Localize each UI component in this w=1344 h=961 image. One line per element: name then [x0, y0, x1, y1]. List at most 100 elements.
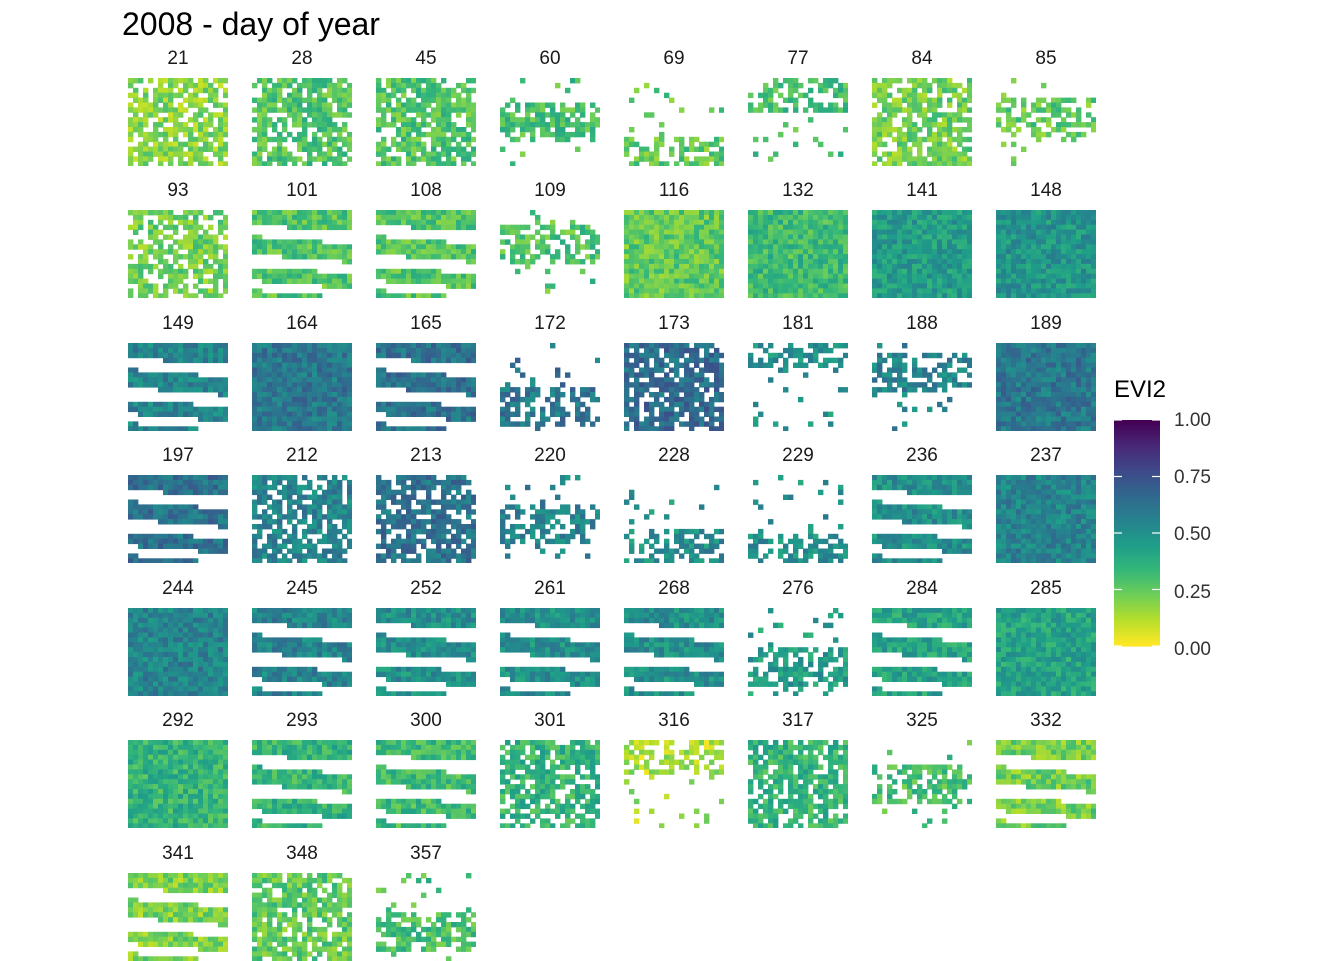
raster-cell — [426, 274, 431, 279]
raster-cell — [520, 225, 525, 230]
raster-cell — [669, 239, 674, 244]
raster-cell — [461, 387, 466, 392]
raster-cell — [957, 152, 962, 157]
raster-cell — [416, 426, 421, 431]
raster-cell — [163, 147, 168, 152]
raster-cell — [203, 382, 208, 387]
raster-cell — [421, 220, 426, 225]
raster-cell — [342, 382, 347, 387]
raster-cell — [1056, 239, 1061, 244]
raster-cell — [803, 239, 808, 244]
raster-cell — [401, 103, 406, 108]
raster-cell — [426, 215, 431, 220]
raster-cell — [813, 293, 818, 298]
raster-cell — [758, 249, 763, 254]
raster-cell — [684, 387, 689, 392]
raster-cell — [406, 274, 411, 279]
raster-cell — [748, 288, 753, 293]
raster-cell — [1066, 288, 1071, 293]
raster-cell — [451, 215, 456, 220]
raster-cell — [317, 372, 322, 377]
raster-cell — [659, 137, 664, 142]
raster-cell — [441, 147, 446, 152]
raster-cell — [937, 249, 942, 254]
raster-cell — [451, 348, 456, 353]
raster-cell — [714, 288, 719, 293]
raster-cell — [803, 230, 808, 235]
raster-cell — [962, 220, 967, 225]
raster-cell — [942, 293, 947, 298]
raster-cell — [282, 156, 287, 161]
raster-cell — [466, 122, 471, 127]
raster-cell — [1091, 235, 1096, 240]
raster-cell — [590, 137, 595, 142]
raster-cell — [629, 274, 634, 279]
raster-cell — [347, 353, 352, 358]
raster-cell — [813, 274, 818, 279]
raster-cell — [624, 137, 629, 142]
raster-cell — [927, 215, 932, 220]
raster-cell — [317, 88, 322, 93]
raster-cell — [967, 78, 972, 83]
raster-cell — [679, 137, 684, 142]
raster-cell — [833, 88, 838, 93]
raster-cell — [649, 372, 654, 377]
raster-cell — [550, 402, 555, 407]
raster-cell — [1026, 284, 1031, 289]
raster-cell — [679, 382, 684, 387]
raster-cell — [932, 78, 937, 83]
raster-cell — [451, 156, 456, 161]
raster-cell — [223, 353, 228, 358]
raster-cell — [833, 225, 838, 230]
raster-cell — [669, 407, 674, 412]
raster-cell — [1026, 269, 1031, 274]
raster-cell — [158, 249, 163, 254]
raster-cell — [401, 93, 406, 98]
raster-cell — [1031, 127, 1036, 132]
raster-cell — [401, 249, 406, 254]
raster-cell — [347, 363, 352, 368]
raster-cell — [719, 210, 724, 215]
raster-cell — [416, 274, 421, 279]
raster-cell — [163, 152, 168, 157]
raster-cell — [267, 348, 272, 353]
raster-cell — [153, 230, 158, 235]
raster-cell — [1006, 117, 1011, 122]
raster-cell — [659, 407, 664, 412]
raster-cell — [223, 220, 228, 225]
raster-cell — [1041, 83, 1046, 88]
raster-cell — [282, 78, 287, 83]
facet-strip-label: 164 — [252, 311, 352, 337]
raster-cell — [515, 239, 520, 244]
raster-cell — [957, 225, 962, 230]
raster-cell — [659, 402, 664, 407]
raster-cell — [624, 368, 629, 373]
raster-cell — [748, 284, 753, 289]
raster-cell — [753, 259, 758, 264]
raster-cell — [639, 225, 644, 230]
raster-cell — [1076, 132, 1081, 137]
raster-cell — [634, 363, 639, 368]
raster-cell — [317, 137, 322, 142]
evi2-raster-tile — [500, 78, 600, 166]
raster-cell — [967, 274, 972, 279]
raster-cell — [838, 264, 843, 269]
raster-cell — [565, 137, 570, 142]
raster-cell — [252, 220, 257, 225]
raster-cell — [198, 78, 203, 83]
raster-cell — [188, 259, 193, 264]
raster-cell — [262, 343, 267, 348]
raster-cell — [193, 412, 198, 417]
raster-cell — [396, 127, 401, 132]
raster-cell — [843, 88, 848, 93]
raster-cell — [257, 137, 262, 142]
raster-cell — [937, 210, 942, 215]
raster-cell — [1091, 293, 1096, 298]
raster-cell — [877, 156, 882, 161]
raster-cell — [168, 220, 173, 225]
raster-cell — [143, 137, 148, 142]
raster-cell — [391, 279, 396, 284]
raster-cell — [818, 343, 823, 348]
raster-cell — [441, 239, 446, 244]
raster-cell — [937, 112, 942, 117]
